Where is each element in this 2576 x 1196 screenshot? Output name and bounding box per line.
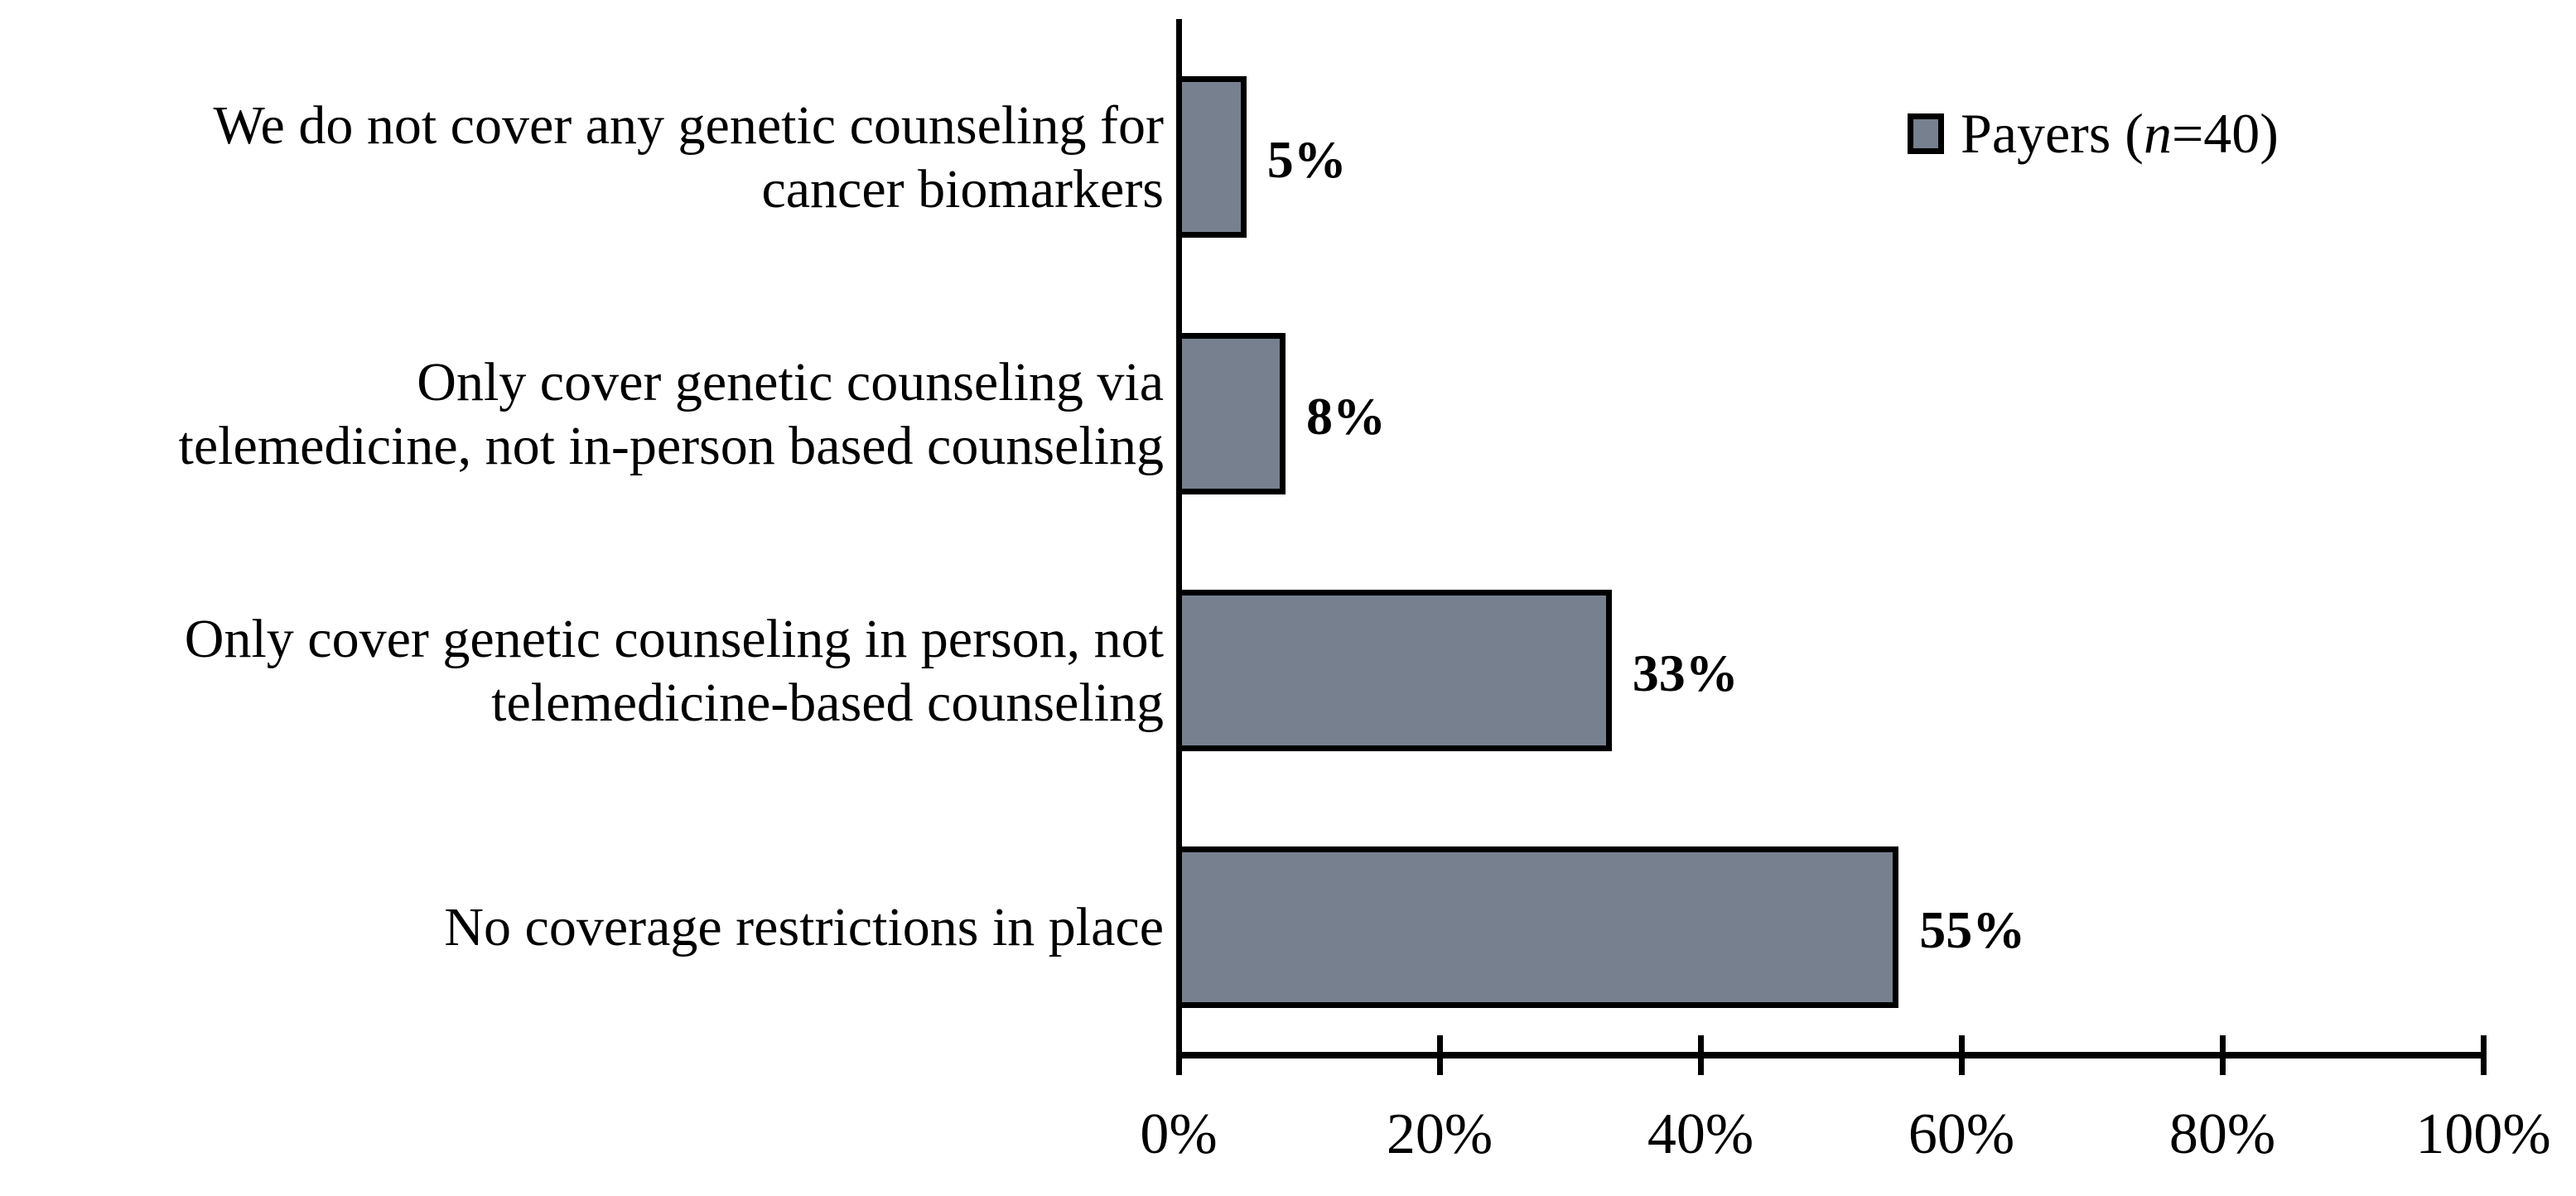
value-label: 5% [1266,129,1347,189]
category-label-line: We do not cover any genetic counseling f… [213,94,1164,156]
category-label: Only cover genetic counseling via telemed… [0,350,1164,478]
category-label-line: Only cover genetic counseling in person,… [184,608,1164,669]
bar [1176,76,1247,238]
x-tick-label: 60% [1908,1102,2015,1166]
x-tick [1437,1035,1443,1075]
x-tick-label: 40% [1647,1102,1754,1166]
category-label-line: No coverage restrictions in place [444,897,1164,957]
category-label-line: cancer biomarkers [761,158,1164,219]
legend-label-prefix: Payers ( [1961,102,2144,165]
bar [1176,846,1899,1008]
x-tick [1959,1035,1965,1075]
legend-swatch-icon [1908,113,1944,154]
x-tick-label: 20% [1386,1102,1493,1166]
category-label-line: Only cover genetic counseling via [417,351,1164,412]
legend: Payers (n=40) [1908,103,2279,164]
x-tick [2220,1035,2226,1075]
y-axis-line [1176,19,1182,1075]
x-tick [2481,1035,2487,1075]
x-tick-label: 100% [2415,1102,2551,1166]
x-tick [1698,1035,1704,1075]
category-label: Only cover genetic counseling in person,… [0,607,1164,735]
category-label: No coverage restrictions in place [0,895,1164,959]
legend-label-suffix: =40) [2171,102,2279,165]
bar [1176,590,1612,751]
category-label-line: telemedicine, not in-person based counse… [178,415,1164,476]
x-tick-label: 0% [1140,1102,1218,1166]
x-tick [1176,1035,1182,1075]
value-label: 8% [1306,386,1386,446]
value-label: 55% [1919,899,2026,959]
legend-label-n: n [2143,102,2172,165]
category-label-line: telemedicine-based counseling [491,672,1164,733]
x-tick-label: 80% [2168,1102,2276,1166]
bar [1176,333,1286,494]
legend-label: Payers (n=40) [1961,103,2279,164]
x-axis-line [1176,1052,2486,1059]
category-label: We do not cover any genetic counseling f… [0,94,1164,221]
value-label: 33% [1632,643,1739,702]
